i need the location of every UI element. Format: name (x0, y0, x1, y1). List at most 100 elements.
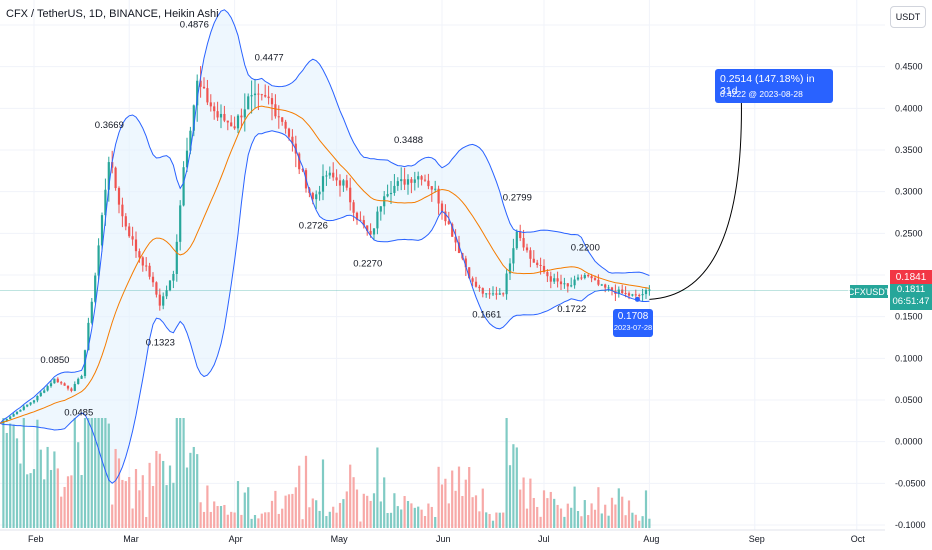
candle-body (77, 378, 80, 385)
candle-body (240, 115, 243, 118)
volume-bar (53, 451, 56, 528)
volume-bar (508, 465, 512, 528)
candle-body (362, 220, 365, 226)
candle-body (209, 102, 212, 107)
volume-bar (274, 490, 277, 528)
candle-body (97, 245, 100, 276)
volume-bar (134, 469, 138, 528)
volume-bar (19, 463, 22, 528)
volume-bar (29, 473, 32, 528)
low-marker-price: 0.1708 (617, 311, 649, 322)
candle-body (474, 281, 478, 287)
volume-bar (66, 476, 70, 528)
candle-body (468, 267, 471, 279)
volume-bar (219, 506, 223, 528)
volume-bar (604, 504, 607, 528)
volume-bar (362, 493, 365, 528)
candle-body (454, 236, 457, 243)
candle-body (236, 115, 240, 129)
candle-body (495, 293, 498, 295)
x-tick-label: Jun (436, 534, 451, 544)
candle-body (570, 285, 573, 287)
volume-bar (427, 503, 430, 528)
volume-bar (481, 488, 484, 528)
candle-body (131, 236, 134, 240)
volume-bar (349, 464, 352, 528)
candle-body (100, 215, 104, 246)
volume-bar (179, 418, 182, 528)
volume-bar (281, 508, 284, 528)
volume-bar (617, 488, 620, 528)
volume-bar (338, 502, 342, 528)
volume-bar (243, 492, 246, 528)
candle-body (447, 221, 450, 224)
candle-body (457, 242, 461, 253)
time-axis[interactable]: Feb Mar Apr May Jun Jul Aug Sep Oct (0, 529, 885, 544)
candle-body (597, 279, 600, 285)
candle-body (332, 172, 335, 178)
volume-bar (454, 490, 457, 528)
volume-bar (597, 487, 600, 528)
volume-bar (236, 481, 240, 528)
candle-body (165, 290, 168, 297)
volume-bar (488, 513, 491, 528)
candle-body (270, 98, 274, 105)
volume-bar (304, 455, 308, 528)
volume-bar (342, 499, 345, 528)
candle-body (202, 86, 206, 89)
volume-bar (471, 497, 474, 528)
candle-body (593, 278, 597, 280)
candle-body (542, 265, 546, 273)
x-tick-label: Aug (643, 534, 659, 544)
volume-bar (128, 477, 131, 528)
candle-body (386, 194, 389, 197)
candle-body (379, 206, 382, 212)
candle-body (610, 287, 614, 291)
chart-title: CFX / TetherUS, 1D, BINANCE, Heikin Ashi (6, 8, 219, 20)
volume-bar (410, 503, 413, 528)
volume-bar (553, 498, 556, 528)
y-tick-label: -0.1000 (895, 520, 926, 530)
candle-body (406, 179, 410, 185)
x-tick-label: Oct (851, 534, 866, 544)
projection-text: 0.2514 (147.18%) in 31d (720, 73, 815, 97)
y-tick-label: 0.1000 (895, 353, 923, 363)
volume-bar (437, 466, 440, 528)
volume-bar (60, 496, 63, 528)
candle-body (389, 192, 393, 195)
volume-bar (610, 497, 614, 528)
volume-bar (389, 512, 393, 528)
volume-bar (515, 447, 518, 528)
low-marker-date: 2023-07-28 (613, 323, 653, 332)
candle-body (138, 251, 141, 258)
volume-bar (199, 502, 202, 528)
candle-body (648, 289, 651, 291)
volume-bar (451, 470, 454, 528)
candle-body (172, 273, 175, 281)
candle-body (604, 284, 607, 288)
candle-body (22, 406, 25, 410)
candle-body (19, 409, 22, 412)
volume-bar (111, 504, 114, 528)
candle-body (366, 225, 369, 231)
candle-body (80, 376, 83, 379)
candle-body (335, 177, 338, 181)
price-annotation: 0.1722 (557, 304, 586, 315)
candle-body (444, 211, 447, 222)
candle-body (641, 294, 644, 296)
candle-body (124, 216, 127, 227)
candle-body (515, 231, 518, 249)
lower-band-line (0, 130, 650, 484)
volume-bar (277, 513, 280, 528)
candle-body (355, 212, 359, 220)
candle-body (529, 250, 532, 259)
volume-bar (182, 418, 185, 528)
volume-bar (400, 509, 403, 528)
candle-body (53, 378, 56, 384)
volume-bar (502, 512, 505, 528)
currency-button[interactable]: USDT (890, 6, 926, 28)
x-tick-label: Jul (538, 534, 550, 544)
low-marker-dot (634, 296, 640, 302)
candle-body (253, 93, 257, 96)
